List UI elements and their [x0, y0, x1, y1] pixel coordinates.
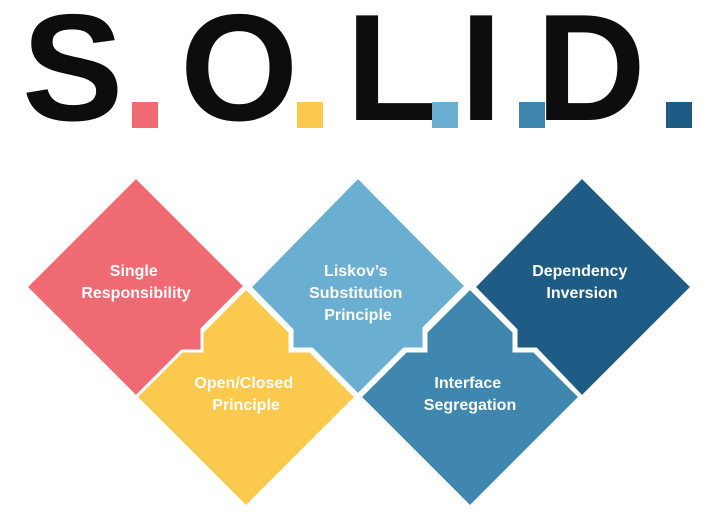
title-letter-d: D [536, 0, 646, 153]
principle-dependency-inversion: Dependency Inversion [471, 174, 695, 400]
diamond-liskov-substitution [247, 174, 469, 398]
label-dependency-inversion: Dependency Inversion [532, 263, 632, 302]
title-letter-s: S [22, 0, 124, 153]
diamond-dependency-inversion [471, 174, 695, 400]
principle-open-closed: Open/Closed Principle [133, 285, 359, 510]
title-dot-i [519, 102, 545, 128]
principle-interface-segregation: Interface Segregation [357, 285, 583, 510]
title-letter-o: O [180, 0, 299, 153]
title-letter-l: L [346, 0, 439, 153]
diamond-open-closed [133, 285, 359, 510]
title-dot-l [432, 102, 458, 128]
title-dot-s [132, 102, 158, 128]
label-single-responsibility: Single Responsibility [81, 263, 190, 302]
label-open-closed: Open/Closed Principle [194, 375, 297, 414]
label-interface-segregation: Interface Segregation [424, 375, 516, 414]
title-letter-i: I [460, 0, 503, 153]
principle-liskov-substitution: Liskov’s Substitution Principle [247, 174, 469, 398]
label-liskov-substitution: Liskov’s Substitution Principle [309, 263, 407, 324]
title-dot-d [666, 102, 692, 128]
solid-title: S O L I D [0, 0, 720, 144]
title-dot-o [297, 102, 323, 128]
diamond-interface-segregation [357, 285, 583, 510]
